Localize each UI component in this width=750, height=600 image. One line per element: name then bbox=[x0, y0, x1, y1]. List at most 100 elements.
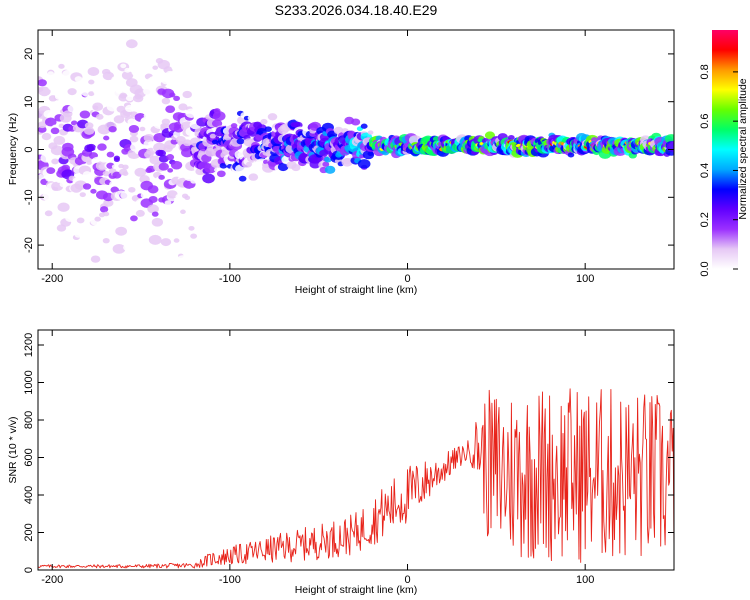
spectrogram-cell bbox=[111, 164, 118, 169]
spectrogram-cell bbox=[52, 305, 58, 310]
spectrogram-cell bbox=[38, 126, 47, 133]
spectrogram-cell bbox=[102, 170, 110, 177]
spectrogram-cell bbox=[44, 210, 53, 217]
snr-frame bbox=[37, 329, 675, 571]
spectrogram-cell bbox=[322, 161, 330, 167]
spectrogram-cell bbox=[567, 152, 575, 158]
spectrogram-ytick-label: -20 bbox=[23, 237, 35, 253]
spectrogram-cell bbox=[202, 173, 215, 184]
colorbar-label: Normalized spectral amplitude bbox=[737, 78, 749, 219]
spectrogram-cell bbox=[152, 65, 159, 70]
spectrogram-cell bbox=[70, 196, 79, 203]
spectrogram-cell bbox=[112, 243, 126, 254]
snr-xtick-label: -100 bbox=[219, 574, 241, 586]
spectrogram-cell bbox=[148, 289, 155, 294]
spectrogram-cell bbox=[169, 92, 176, 98]
spectrogram-cell bbox=[182, 139, 192, 147]
spectrogram-cell bbox=[122, 171, 129, 176]
spectrogram-cell bbox=[119, 126, 128, 133]
snr-ytick-label: 800 bbox=[23, 411, 35, 429]
spectrogram-cell bbox=[53, 135, 66, 145]
spectrogram-cell bbox=[230, 123, 238, 129]
spectrogram-cell bbox=[58, 94, 69, 103]
spectrogram-cell bbox=[164, 200, 172, 206]
spectrogram-cell bbox=[184, 195, 191, 200]
spectrogram-cell bbox=[162, 36, 170, 43]
spectrogram-cell bbox=[115, 86, 123, 93]
spectrogram-cell bbox=[264, 126, 272, 132]
spectrogram-cell bbox=[148, 19, 154, 24]
snr-ytick-label: 400 bbox=[23, 486, 35, 504]
spectrogram-cell bbox=[75, 136, 82, 141]
colorbar-tick-label: 0.6 bbox=[699, 114, 711, 129]
spectrogram-cell bbox=[146, 30, 160, 40]
colorbar: 0.0 0.2 0.4 0.6 0.8 Normalized spectral ampl… bbox=[699, 30, 749, 277]
spectrogram-cell bbox=[56, 178, 63, 184]
colorbar-ticks: 0.0 0.2 0.4 0.6 0.8 bbox=[699, 64, 738, 277]
spectrogram-cell bbox=[148, 195, 158, 203]
spectrogram-cell bbox=[113, 155, 121, 161]
spectrogram-cell bbox=[48, 50, 58, 58]
spectrogram-cell bbox=[65, 51, 75, 58]
spectrogram-cell bbox=[38, 79, 47, 87]
spectrogram-cell bbox=[106, 44, 115, 51]
spectrogram-cell bbox=[294, 113, 306, 123]
spectrogram-cell bbox=[125, 104, 135, 113]
snr-y-label: SNR (10 * v/v) bbox=[7, 416, 19, 483]
spectrogram-cell bbox=[125, 95, 134, 102]
spectrogram-cell bbox=[124, 0, 135, 8]
spectrogram-cell bbox=[173, 95, 180, 101]
figure-title: S233.2026.034.18.40.E29 bbox=[275, 2, 438, 18]
spectrogram-cell bbox=[103, 198, 114, 207]
spectrogram-cell bbox=[70, 222, 79, 228]
spectrogram-cell bbox=[183, 60, 191, 66]
snr-ytick-label: 1200 bbox=[23, 333, 35, 357]
spectrogram-cell bbox=[128, 124, 140, 133]
spectrogram-cell bbox=[45, 117, 57, 127]
spectrogram-cell bbox=[151, 217, 164, 227]
spectrogram-cell bbox=[90, 255, 101, 263]
spectrogram-cell bbox=[247, 115, 255, 121]
spectrogram-xtick-label: 100 bbox=[576, 273, 594, 285]
spectrogram-cell bbox=[116, 181, 126, 189]
snr-ytick-label: 600 bbox=[23, 448, 35, 466]
spectrogram-cell bbox=[120, 63, 127, 69]
spectrogram-cell bbox=[124, 67, 131, 73]
spectrogram-cell bbox=[128, 186, 136, 193]
spectrogram-cell bbox=[109, 316, 121, 325]
spectrogram-cell bbox=[214, 167, 221, 173]
spectrogram-cell bbox=[181, 147, 194, 158]
spectrogram-cell bbox=[67, 105, 77, 113]
spectrogram-cell bbox=[87, 67, 100, 76]
spectrogram-cell bbox=[103, 135, 110, 141]
spectrogram-cell bbox=[182, 272, 188, 277]
snr-ytick-label: 1000 bbox=[23, 370, 35, 394]
spectrogram-cell bbox=[140, 116, 154, 127]
spectrogram-cell bbox=[121, 71, 134, 80]
spectrogram-cell bbox=[148, 141, 154, 146]
spectrogram-cell bbox=[182, 90, 192, 99]
spectrogram-cell bbox=[161, 97, 171, 105]
snr-series-line bbox=[37, 388, 675, 569]
spectrogram-cell bbox=[134, 167, 147, 177]
spectrogram-cell bbox=[58, 63, 65, 69]
spectrogram-cell bbox=[45, 173, 57, 183]
spectrogram-cell bbox=[50, 127, 60, 135]
spectrogram-cell bbox=[63, 110, 73, 118]
spectrogram-cell bbox=[666, 142, 674, 152]
spectrogram-cell bbox=[324, 165, 336, 174]
colorbar-tick-label: 0.4 bbox=[699, 163, 711, 178]
spectrogram-cell bbox=[174, 38, 184, 46]
spectrogram-cell bbox=[209, 133, 216, 139]
spectrogram-cell bbox=[147, 185, 159, 194]
spectrogram-cell bbox=[333, 126, 344, 135]
spectrogram-cell bbox=[170, 55, 183, 64]
spectrogram-cell bbox=[147, 46, 159, 55]
spectrogram-cell bbox=[166, 154, 175, 161]
spectrogram-cell bbox=[81, 32, 89, 38]
spectrogram-cell bbox=[129, 292, 140, 300]
spectrogram-cell bbox=[131, 68, 141, 76]
spectrogram-cell bbox=[79, 224, 91, 233]
